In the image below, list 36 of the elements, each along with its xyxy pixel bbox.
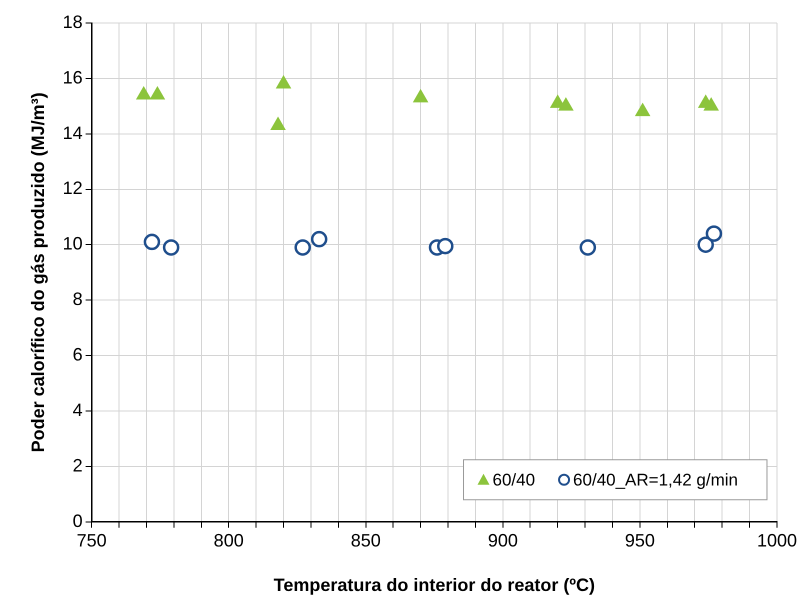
point — [437, 238, 454, 254]
x-tick-label: 750 — [76, 530, 107, 551]
point — [558, 98, 574, 111]
y-tick-label: 2 — [72, 455, 83, 476]
y-tick-label: 6 — [72, 344, 83, 364]
legend-label: 60/40_AR=1,42 g/min — [573, 470, 738, 490]
y-tick-label: 18 — [62, 12, 83, 32]
y-tick-label: 4 — [72, 400, 83, 420]
x-tick-label: 950 — [624, 530, 655, 551]
point — [150, 86, 165, 100]
point — [270, 117, 286, 130]
x-tick-label: 850 — [350, 530, 381, 551]
y-tick-label: 0 — [72, 510, 83, 531]
point — [276, 75, 291, 88]
point — [136, 86, 152, 100]
x-axis-title: Temperatura do interior do reator (ºC) — [274, 575, 595, 596]
y-tick-label: 12 — [62, 178, 83, 198]
point — [580, 239, 596, 256]
point — [294, 239, 311, 256]
x-tick-label: 1000 — [756, 530, 797, 551]
point — [413, 89, 428, 102]
point — [310, 230, 328, 248]
point — [706, 225, 722, 242]
legend-label: 60/40 — [492, 470, 536, 490]
y-tick-label: 8 — [72, 289, 83, 310]
y-axis-title: Poder calorífico do gás produzido (MJ/m³) — [28, 92, 48, 452]
point — [144, 234, 160, 250]
point — [697, 236, 714, 253]
point — [704, 98, 719, 111]
y-tick-label: 14 — [62, 122, 83, 143]
point — [635, 103, 650, 116]
y-tick-label: 10 — [62, 234, 83, 254]
x-tick-label: 900 — [488, 530, 518, 551]
x-tick-label: 800 — [214, 530, 244, 551]
y-tick-label: 16 — [62, 67, 83, 88]
point — [162, 239, 180, 256]
